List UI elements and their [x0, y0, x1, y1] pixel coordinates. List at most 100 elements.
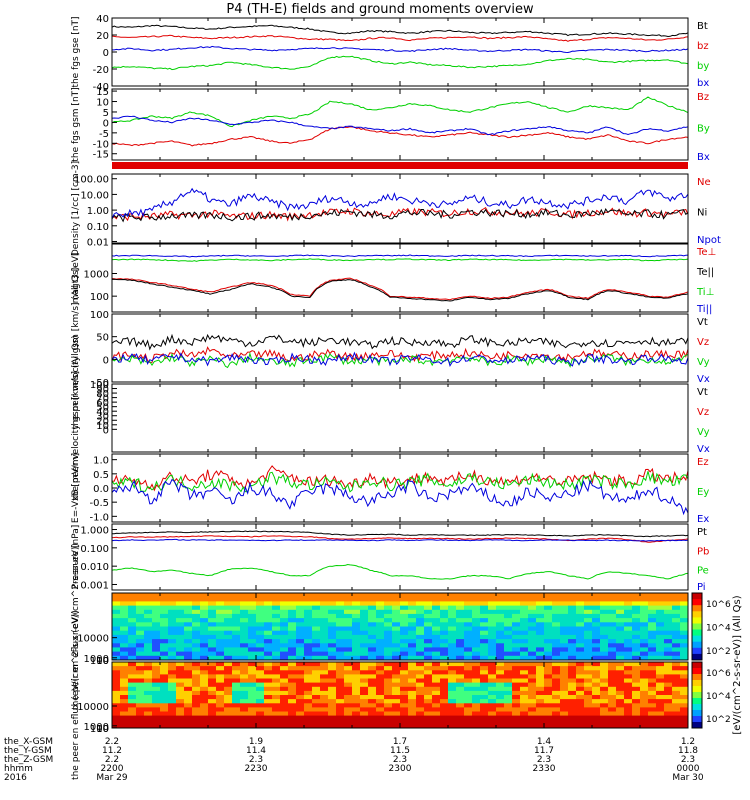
spectrogram-cell: [328, 634, 337, 640]
spectrogram-cell: [664, 626, 673, 632]
y-tick-label: -1.0: [89, 512, 109, 523]
spectrogram-cell: [424, 634, 433, 640]
spectrogram-cell: [616, 651, 625, 657]
spectrogram-cell: [344, 686, 353, 692]
spectrogram-cell: [408, 666, 417, 671]
spectrogram-cell: [248, 703, 257, 708]
spectrogram-cell: [504, 622, 513, 627]
spectrogram-cell: [232, 715, 241, 721]
spectrogram-cell: [312, 719, 321, 725]
spectrogram-cell: [256, 682, 265, 688]
spectrogram-cell: [312, 618, 321, 623]
spectrogram-cell: [584, 622, 593, 627]
spectrogram-cell: [192, 703, 201, 708]
spectrogram-cell: [344, 662, 353, 667]
spectrogram-cell: [200, 682, 209, 688]
spectrogram-cell: [456, 670, 465, 675]
spectrogram-cell: [592, 707, 601, 712]
spectrogram-cell: [296, 626, 305, 632]
spectrogram-cell: [144, 643, 153, 648]
spectrogram-cell: [376, 670, 385, 675]
spectrogram-cell: [360, 719, 369, 725]
spectrogram-cell: [448, 723, 457, 729]
spectrogram-cell: [352, 593, 361, 598]
spectrogram-cell: [544, 601, 553, 606]
spectrogram-cell: [176, 630, 185, 636]
spectrogram-cell: [112, 651, 121, 657]
spectrogram-cell: [592, 655, 601, 661]
spectrogram-cell: [136, 682, 145, 688]
spectrogram-cell: [448, 686, 457, 692]
spectrogram-cell: [352, 719, 361, 725]
spectrogram-cell: [376, 686, 385, 692]
spectrogram-cell: [432, 651, 441, 657]
spectrogram-cell: [416, 682, 425, 688]
spectrogram-cell: [560, 643, 569, 648]
spectrogram-cell: [232, 707, 241, 712]
spectrogram-cell: [520, 699, 529, 704]
spectrogram-cell: [392, 662, 401, 667]
spectrogram-cell: [160, 670, 169, 675]
spectrogram-cell: [424, 618, 433, 623]
spectrogram-cell: [464, 622, 473, 627]
spectrogram-cell: [376, 711, 385, 716]
spectrogram-cell: [192, 719, 201, 725]
time-axis-value: 2200: [101, 764, 124, 774]
spectrogram-cell: [264, 605, 273, 611]
spectrogram-cell: [368, 695, 377, 700]
time-axis-value: 2.2: [105, 737, 119, 747]
spectrogram-cell: [256, 703, 265, 708]
spectrogram-cell: [272, 639, 281, 644]
spectrogram-cell: [344, 630, 353, 636]
spectrogram-cell: [400, 626, 409, 632]
spectrogram-cell: [584, 715, 593, 721]
spectrogram-cell: [592, 613, 601, 619]
spectrogram-cell: [400, 613, 409, 619]
spectrogram-cell: [416, 593, 425, 598]
spectrogram-cell: [488, 647, 497, 652]
spectrogram-cell: [552, 647, 561, 652]
spectrogram-cell: [448, 593, 457, 598]
spectrogram-cell: [152, 647, 161, 652]
spectrogram-cell: [592, 699, 601, 704]
spectrogram-cell: [400, 723, 409, 729]
spectrogram-cell: [616, 605, 625, 611]
spectrogram-cell: [544, 597, 553, 602]
spectrogram-cell: [208, 655, 217, 661]
spectrogram-cell: [128, 618, 137, 623]
spectrogram-cell: [672, 626, 681, 632]
spectrogram-cell: [224, 622, 233, 627]
spectrogram-cell: [520, 593, 529, 598]
spectrogram-cell: [176, 707, 185, 712]
spectrogram-cell: [256, 707, 265, 712]
spectrogram-cell: [632, 618, 641, 623]
spectrogram-cell: [320, 670, 329, 675]
spectrogram-cell: [280, 634, 289, 640]
spectrogram-cell: [664, 662, 673, 667]
spectrogram-cell: [560, 690, 569, 696]
spectrogram-cell: [384, 655, 393, 661]
spectrogram-cell: [256, 662, 265, 667]
spectrogram-cell: [376, 597, 385, 602]
spectrogram-cell: [672, 593, 681, 598]
series-line-bx: [112, 45, 689, 54]
spectrogram-cell: [616, 655, 625, 661]
spectrogram-cell: [384, 703, 393, 708]
spectrogram-cell: [136, 622, 145, 627]
spectrogram-cell: [376, 674, 385, 679]
spectrogram-cell: [432, 715, 441, 721]
spectrogram-cell: [328, 719, 337, 725]
spectrogram-cell: [480, 643, 489, 648]
spectrogram-cell: [248, 715, 257, 721]
spectrogram-cell: [480, 715, 489, 721]
spectrogram-cell: [616, 618, 625, 623]
spectrogram-cell: [544, 666, 553, 671]
spectrogram-cell: [664, 686, 673, 692]
spectrogram-cell: [224, 626, 233, 632]
spectrogram-cell: [400, 719, 409, 725]
spectrogram-cell: [424, 593, 433, 598]
spectrogram-cell: [160, 630, 169, 636]
spectrogram-cell: [312, 707, 321, 712]
spectrogram-cell: [472, 666, 481, 671]
spectrogram-cell: [192, 651, 201, 657]
